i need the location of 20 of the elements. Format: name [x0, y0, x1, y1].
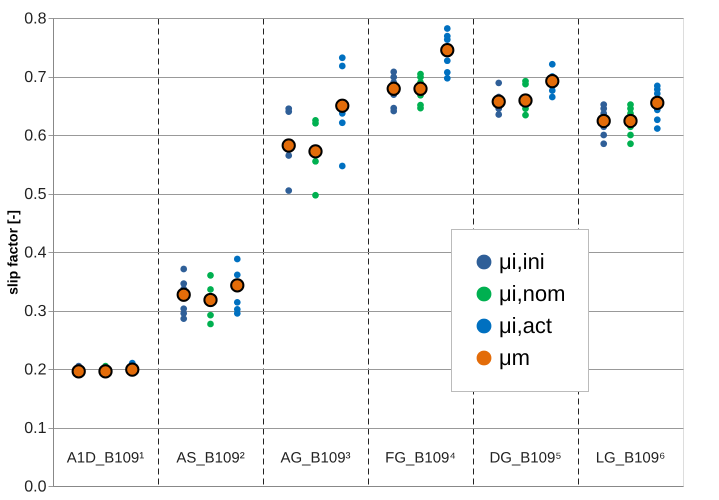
y-axis-title: slip factor [-] [4, 210, 20, 295]
y-tick-label: 0.3 [24, 303, 47, 320]
y-tick-label: 0.0 [24, 478, 47, 496]
y-tick-label: 0.7 [24, 69, 47, 86]
legend-label: μm [499, 345, 530, 370]
y-tick-label: 0.4 [24, 244, 47, 262]
x-tick-label: DG_B109⁵ [489, 450, 562, 466]
legend-label: μi,ini [499, 249, 545, 274]
y-tick-label: 0.5 [24, 186, 47, 203]
legend-label: μi,nom [499, 281, 566, 306]
legend-label: μi,act [499, 313, 552, 338]
y-tick-label: 0.8 [24, 10, 47, 28]
x-tick-label: AG_B109³ [280, 450, 351, 466]
y-tick-label: 0.1 [24, 420, 47, 437]
x-tick-label: LG_B109⁶ [596, 450, 666, 466]
x-tick-label: A1D_B109¹ [66, 450, 144, 466]
x-tick-label: FG_B109⁴ [385, 450, 456, 466]
x-tick-label: AS_B109² [176, 450, 245, 466]
y-tick-label: 0.6 [24, 128, 47, 144]
y-tick-label: 0.2 [24, 362, 47, 378]
